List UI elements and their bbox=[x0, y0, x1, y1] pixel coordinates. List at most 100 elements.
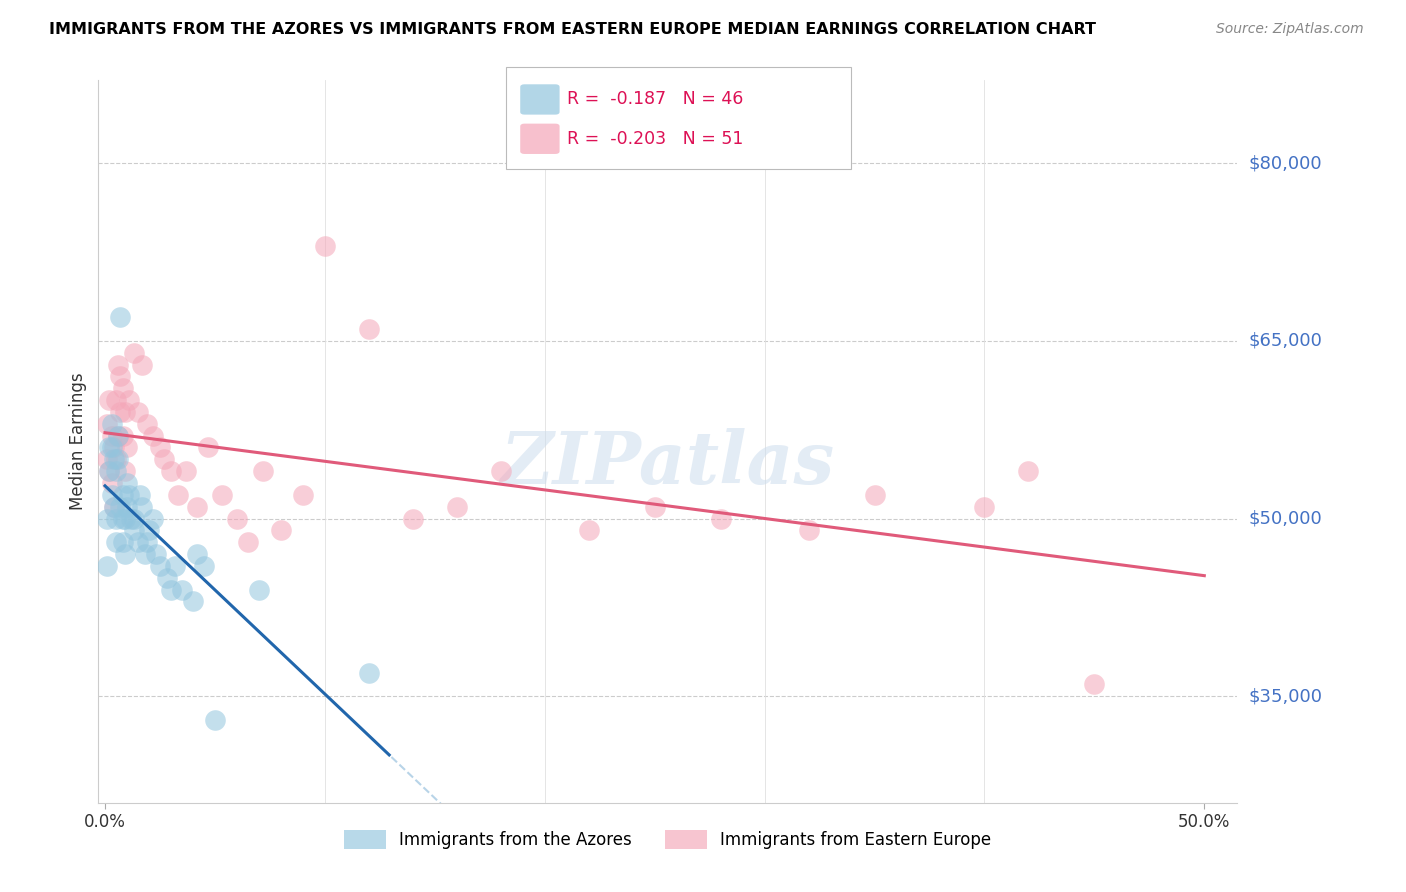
Point bbox=[122, 524, 145, 538]
Text: $65,000: $65,000 bbox=[1249, 332, 1322, 350]
Point bbox=[105, 393, 128, 408]
Point bbox=[402, 511, 425, 525]
Point bbox=[973, 500, 995, 514]
Point bbox=[115, 441, 138, 455]
Point bbox=[114, 464, 136, 478]
Point bbox=[710, 511, 733, 525]
Point bbox=[357, 665, 380, 680]
Text: IMMIGRANTS FROM THE AZORES VS IMMIGRANTS FROM EASTERN EUROPE MEDIAN EARNINGS COR: IMMIGRANTS FROM THE AZORES VS IMMIGRANTS… bbox=[49, 22, 1097, 37]
Point bbox=[100, 417, 122, 431]
Point bbox=[149, 558, 172, 573]
Point bbox=[135, 535, 157, 549]
Point bbox=[181, 594, 204, 608]
Point bbox=[115, 475, 138, 490]
Point bbox=[111, 535, 134, 549]
Point bbox=[98, 393, 121, 408]
Point bbox=[105, 535, 128, 549]
Point bbox=[1083, 677, 1105, 691]
Point bbox=[170, 582, 193, 597]
Point bbox=[114, 511, 136, 525]
Point bbox=[111, 428, 134, 442]
Point bbox=[160, 582, 183, 597]
Point bbox=[118, 393, 141, 408]
Y-axis label: Median Earnings: Median Earnings bbox=[69, 373, 87, 510]
Point bbox=[644, 500, 666, 514]
Point bbox=[291, 488, 314, 502]
Point bbox=[100, 428, 122, 442]
Text: R =  -0.203   N = 51: R = -0.203 N = 51 bbox=[567, 130, 742, 148]
Point bbox=[111, 511, 134, 525]
Point bbox=[357, 322, 380, 336]
Point bbox=[100, 488, 122, 502]
Point bbox=[153, 452, 176, 467]
Point bbox=[127, 405, 149, 419]
Text: $80,000: $80,000 bbox=[1249, 154, 1322, 172]
Point bbox=[131, 500, 153, 514]
Point bbox=[118, 488, 141, 502]
Point bbox=[160, 464, 183, 478]
Point bbox=[489, 464, 512, 478]
Point bbox=[446, 500, 468, 514]
Point bbox=[120, 511, 142, 525]
Point bbox=[122, 345, 145, 359]
Point bbox=[135, 417, 157, 431]
Point bbox=[110, 369, 132, 384]
Point bbox=[166, 488, 188, 502]
Point bbox=[186, 547, 208, 561]
Point bbox=[204, 713, 226, 727]
Point bbox=[96, 511, 118, 525]
Point bbox=[96, 417, 118, 431]
Text: $35,000: $35,000 bbox=[1249, 687, 1323, 706]
Point bbox=[193, 558, 215, 573]
Point bbox=[107, 428, 129, 442]
Point bbox=[134, 547, 156, 561]
Point bbox=[114, 405, 136, 419]
Point bbox=[96, 558, 118, 573]
Point bbox=[98, 464, 121, 478]
Point bbox=[131, 358, 153, 372]
Point bbox=[314, 239, 336, 253]
Point bbox=[103, 441, 125, 455]
Point bbox=[247, 582, 270, 597]
Text: R =  -0.187   N = 46: R = -0.187 N = 46 bbox=[567, 90, 742, 109]
Point bbox=[115, 500, 138, 514]
Point bbox=[98, 464, 121, 478]
Point bbox=[105, 464, 128, 478]
Point bbox=[110, 310, 132, 325]
Point bbox=[127, 535, 149, 549]
Point bbox=[100, 475, 122, 490]
Point bbox=[142, 428, 165, 442]
Point bbox=[226, 511, 249, 525]
Point bbox=[270, 524, 292, 538]
Point bbox=[107, 428, 129, 442]
Point bbox=[107, 358, 129, 372]
Point bbox=[111, 381, 134, 395]
Text: Source: ZipAtlas.com: Source: ZipAtlas.com bbox=[1216, 22, 1364, 37]
Point bbox=[1017, 464, 1039, 478]
Point bbox=[142, 511, 165, 525]
Point bbox=[129, 488, 152, 502]
Text: ZIPatlas: ZIPatlas bbox=[501, 428, 835, 499]
Point bbox=[98, 441, 121, 455]
Point bbox=[105, 511, 128, 525]
Point bbox=[138, 524, 160, 538]
Point bbox=[863, 488, 886, 502]
Point bbox=[186, 500, 208, 514]
Legend: Immigrants from the Azores, Immigrants from Eastern Europe: Immigrants from the Azores, Immigrants f… bbox=[337, 823, 998, 856]
Point bbox=[103, 500, 125, 514]
Point bbox=[252, 464, 274, 478]
Point bbox=[96, 452, 118, 467]
Point bbox=[105, 452, 128, 467]
Point bbox=[122, 511, 145, 525]
Point bbox=[197, 441, 219, 455]
Point bbox=[155, 571, 177, 585]
Point bbox=[100, 441, 122, 455]
Point bbox=[110, 405, 132, 419]
Point bbox=[111, 488, 134, 502]
Point bbox=[176, 464, 198, 478]
Point bbox=[103, 500, 125, 514]
Point bbox=[110, 500, 132, 514]
Point bbox=[165, 558, 187, 573]
Point bbox=[107, 452, 129, 467]
Point bbox=[103, 452, 125, 467]
